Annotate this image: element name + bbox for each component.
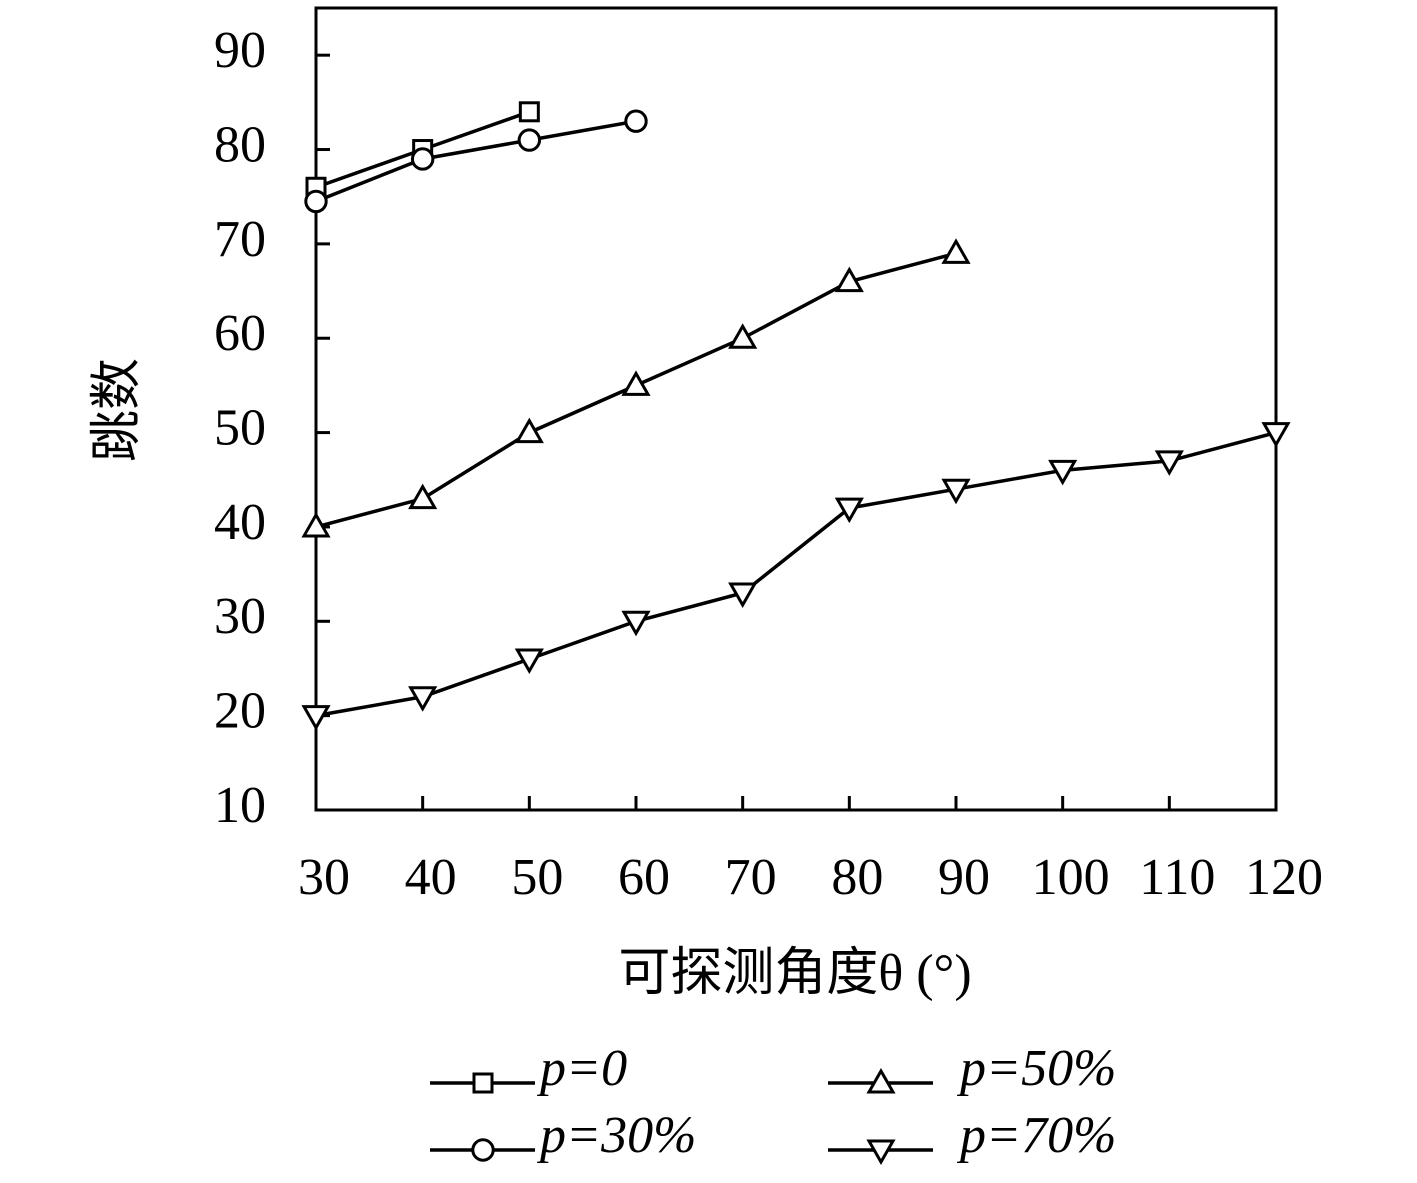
legend-label: p=30%: [536, 1107, 696, 1164]
data-point: [301, 511, 331, 538]
y-tick-label: 70: [214, 211, 266, 268]
y-tick-label: 40: [214, 494, 266, 551]
data-point: [621, 610, 651, 637]
series-line: [315, 119, 637, 204]
x-tick-label: 40: [405, 849, 457, 906]
y-tick-label: 80: [214, 116, 266, 173]
data-point: [410, 147, 435, 171]
x-axis-title: 可探测角度θ (°): [618, 945, 971, 1002]
data-point: [941, 238, 971, 264]
data-point: [728, 323, 758, 349]
data-point: [728, 582, 758, 609]
legend-label: p=50%: [956, 1040, 1116, 1097]
data-point: [941, 478, 971, 505]
legend-marker: [471, 1138, 495, 1162]
data-point: [408, 483, 438, 510]
data-point: [518, 101, 540, 123]
legend-label: p=70%: [956, 1107, 1116, 1164]
y-tick-label: 50: [214, 400, 266, 457]
y-tick-label: 90: [214, 22, 266, 79]
data-point: [624, 109, 648, 133]
plot-frame: [314, 6, 1278, 812]
x-tick-label: 60: [618, 849, 670, 906]
y-tick-label: 20: [214, 683, 266, 740]
series-line: [315, 430, 1277, 718]
data-point: [304, 189, 328, 214]
data-point: [834, 266, 864, 293]
x-tick-label: 30: [298, 849, 350, 906]
x-tick-label: 80: [831, 849, 883, 906]
data-point: [834, 497, 864, 524]
data-point: [1154, 450, 1184, 476]
data-point: [301, 705, 331, 731]
x-tick-label: 90: [938, 849, 990, 906]
data-point: [514, 417, 544, 444]
x-tick-label: 70: [725, 849, 777, 906]
x-tick-label: 120: [1245, 849, 1323, 906]
x-tick-label: 50: [511, 849, 563, 906]
legend-label: p=0: [536, 1040, 627, 1097]
data-point: [408, 686, 438, 712]
legend-marker: [866, 1139, 896, 1166]
data-point: [621, 370, 651, 396]
data-point: [517, 128, 542, 152]
legend-marker: [866, 1067, 896, 1094]
y-axis-title: 跳数: [89, 358, 146, 462]
y-tick-label: 60: [214, 305, 266, 362]
y-tick-label: 30: [214, 588, 266, 645]
data-point: [1048, 459, 1078, 486]
legend-marker: [472, 1072, 494, 1094]
x-tick-label: 100: [1032, 849, 1110, 906]
y-tick-label: 10: [214, 777, 266, 834]
x-tick-label: 110: [1139, 849, 1215, 906]
data-point: [1261, 422, 1291, 448]
data-point: [514, 648, 544, 675]
